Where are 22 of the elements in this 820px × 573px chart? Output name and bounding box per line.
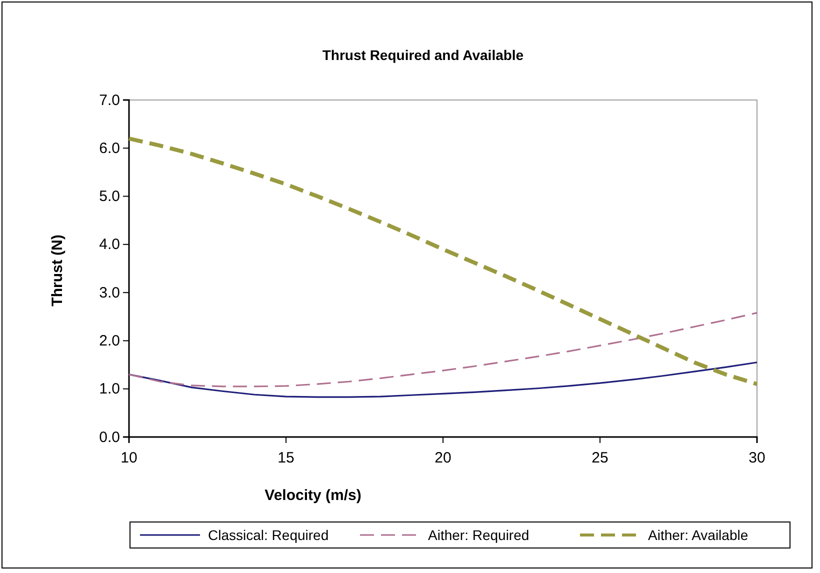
line-series <box>128 312 758 388</box>
x-tick-label: 25 <box>592 450 608 466</box>
y-tick-label: 7.0 <box>99 92 120 109</box>
y-tick-label: 6.0 <box>99 140 120 157</box>
x-tick-label: 20 <box>434 450 452 466</box>
y-tick-label: 3.0 <box>99 284 120 302</box>
y-tick-label: 2.0 <box>99 332 120 350</box>
legend-label: Aither: Required <box>428 527 530 543</box>
y-tick-label: 4.0 <box>99 236 120 254</box>
legend-label: Classical: Required <box>208 527 329 543</box>
line-series <box>127 136 759 386</box>
legend-label: Aither: Available <box>648 527 748 543</box>
x-tick-label: 15 <box>278 450 294 466</box>
y-tick-label: 5.0 <box>99 188 120 206</box>
y-tick-label: 1.0 <box>99 380 120 398</box>
x-axis-title: Velocity (m/s) <box>264 487 362 504</box>
x-tick-label: 30 <box>748 450 766 466</box>
x-tick-label: 10 <box>120 450 138 466</box>
y-axis-title: Thrust (N) <box>49 234 66 306</box>
y-tick-label: 0.0 <box>99 428 120 446</box>
chart-title: Thrust Required and Available <box>322 47 524 63</box>
line-series <box>128 362 758 398</box>
